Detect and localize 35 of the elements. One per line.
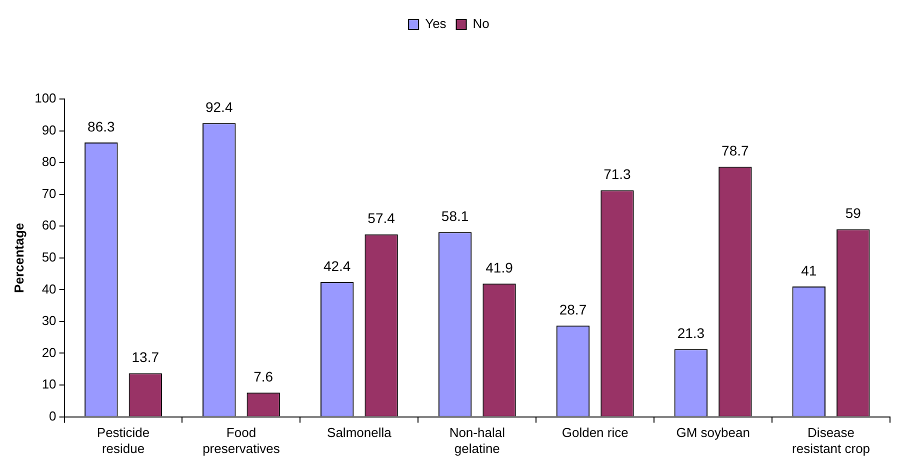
legend-label: Yes xyxy=(425,16,447,32)
x-tick-label: Non-halal gelatine xyxy=(449,425,506,456)
data-label: 92.4 xyxy=(205,99,233,116)
y-axis-title: Percentage xyxy=(11,222,26,293)
data-label: 42.4 xyxy=(323,258,351,274)
y-tick-label: 30 xyxy=(42,313,56,328)
y-tick-label: 40 xyxy=(42,281,56,296)
data-label: 86.3 xyxy=(88,118,115,134)
data-label: 78.7 xyxy=(722,142,750,159)
data-label: 57.4 xyxy=(368,210,396,226)
y-tick-label: 60 xyxy=(42,218,56,233)
x-tick-label: Salmonella xyxy=(327,425,392,440)
y-tick-label: 0 xyxy=(49,408,56,424)
data-label: 58.1 xyxy=(441,208,469,224)
legend-label: No xyxy=(472,16,490,32)
data-label: 41.9 xyxy=(486,260,514,276)
y-tick-label: 90 xyxy=(42,122,56,138)
data-label: 28.7 xyxy=(559,301,587,318)
data-label: 41 xyxy=(801,262,817,278)
y-tick-label: 50 xyxy=(42,249,56,264)
x-tick-label: Pesticide residue xyxy=(96,425,150,456)
x-tick-label: Golden rice xyxy=(562,425,628,440)
y-tick-label: 70 xyxy=(42,186,56,201)
data-label: 21.3 xyxy=(677,324,705,341)
x-tick-label: Food preservatives xyxy=(202,425,280,456)
y-tick-label: 20 xyxy=(42,344,56,360)
data-label: 59 xyxy=(845,205,862,222)
y-tick-label: 80 xyxy=(42,154,56,170)
x-tick-label: Disease resistant crop xyxy=(792,425,870,456)
data-label: 7.6 xyxy=(254,368,274,385)
x-tick-label: GM soybean xyxy=(676,425,750,440)
data-label: 13.7 xyxy=(132,349,160,366)
y-tick-label: 10 xyxy=(42,376,56,392)
data-label: 71.3 xyxy=(604,166,632,182)
y-tick-label: 100 xyxy=(34,90,56,106)
